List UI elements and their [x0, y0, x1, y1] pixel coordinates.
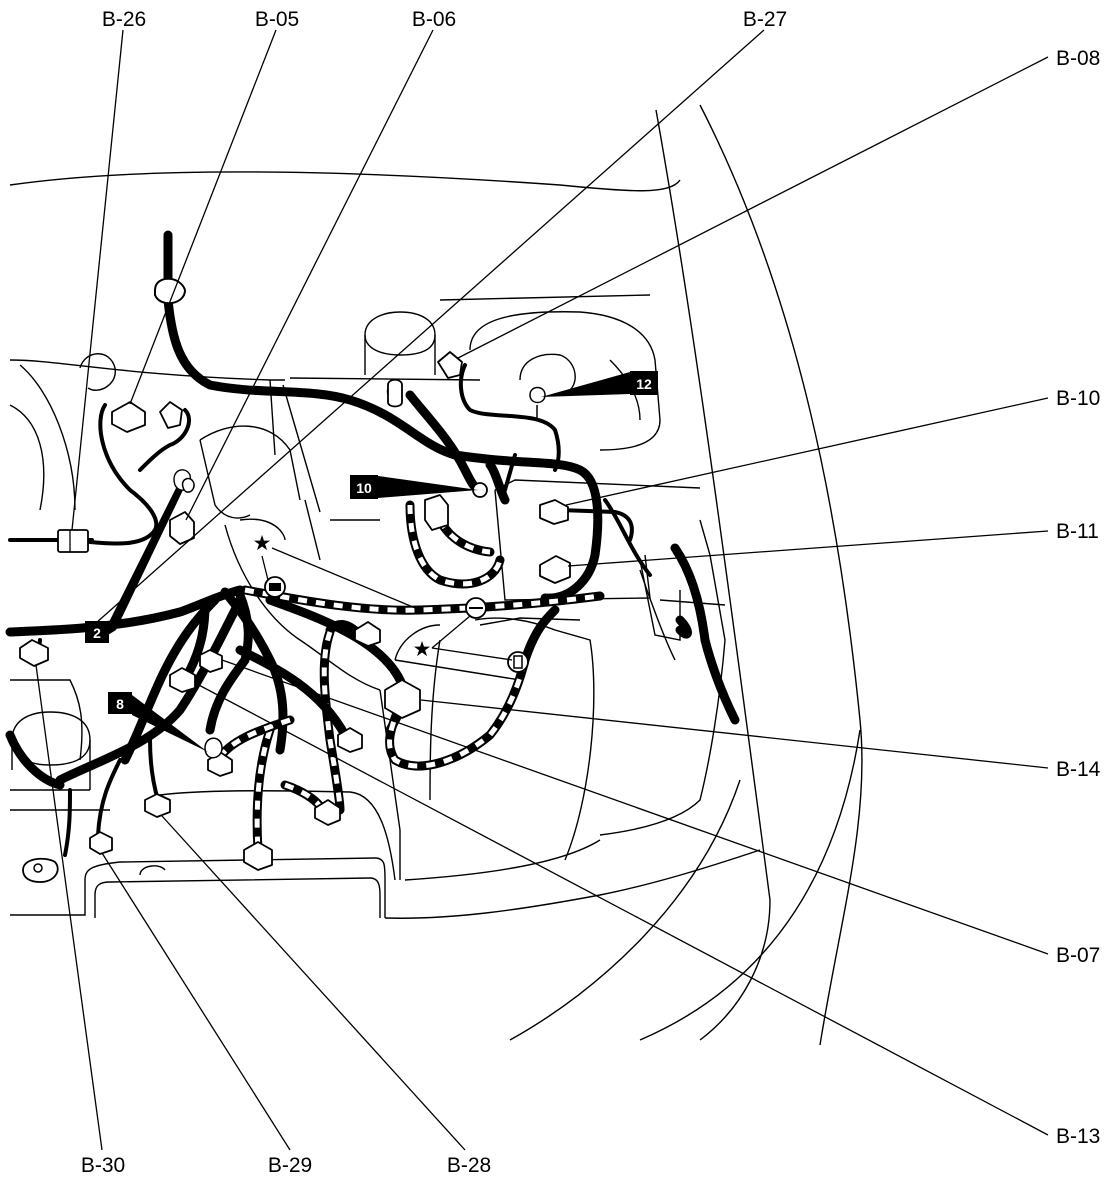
connector-b30 — [19, 639, 49, 667]
connector-b05 — [111, 401, 146, 433]
label-b14: B-14 — [1056, 758, 1101, 781]
connector-shapes — [19, 277, 571, 883]
ground-tag-8: 8 — [108, 692, 208, 752]
label-b28: B-28 — [447, 1154, 491, 1177]
ground-label-10: 10 — [356, 480, 372, 496]
connector-b10 — [539, 499, 569, 525]
ground-tag-2: 2 — [85, 488, 183, 643]
star-symbol: ★ — [413, 638, 432, 661]
ground-tag-12: 12 — [541, 371, 658, 397]
connector-b11 — [539, 555, 571, 584]
star-symbol: ★ — [253, 532, 272, 555]
connector-b06-top — [159, 401, 183, 429]
connector-b26 — [57, 529, 89, 553]
grommets — [154, 277, 546, 759]
label-b27: B-27 — [743, 8, 787, 31]
ground-label-12: 12 — [636, 376, 652, 392]
label-b26: B-26 — [102, 8, 146, 31]
connector-b29 — [89, 831, 113, 855]
label-b10: B-10 — [1056, 387, 1100, 410]
label-b11: B-11 — [1056, 520, 1099, 543]
connector-b14 — [384, 679, 421, 719]
connector-b13 — [169, 667, 196, 693]
label-b08: B-08 — [1056, 47, 1100, 70]
connector-labels: B-26 B-05 B-06 B-27 B-08 B-10 B-11 B-14 … — [81, 8, 1101, 1177]
leader-lines — [35, 29, 1049, 1151]
connector-b27 — [437, 351, 463, 379]
ground-tag-10: 10 — [350, 475, 478, 499]
label-b07: B-07 — [1056, 944, 1100, 967]
ground-label-8: 8 — [116, 696, 124, 712]
connector-b07 — [199, 649, 223, 673]
connector-b28 — [144, 793, 171, 818]
star-markers: ★ ★ — [253, 532, 432, 661]
label-b13: B-13 — [1056, 1125, 1100, 1148]
connector-b06 — [169, 511, 195, 545]
ground-label-2: 2 — [93, 625, 101, 641]
label-b29: B-29 — [268, 1154, 312, 1177]
label-b06: B-06 — [412, 8, 456, 31]
label-b30: B-30 — [81, 1154, 125, 1177]
label-b05: B-05 — [255, 8, 299, 31]
wire-harness — [5, 230, 740, 857]
ground-point-tags: 2 8 10 12 — [85, 371, 658, 752]
